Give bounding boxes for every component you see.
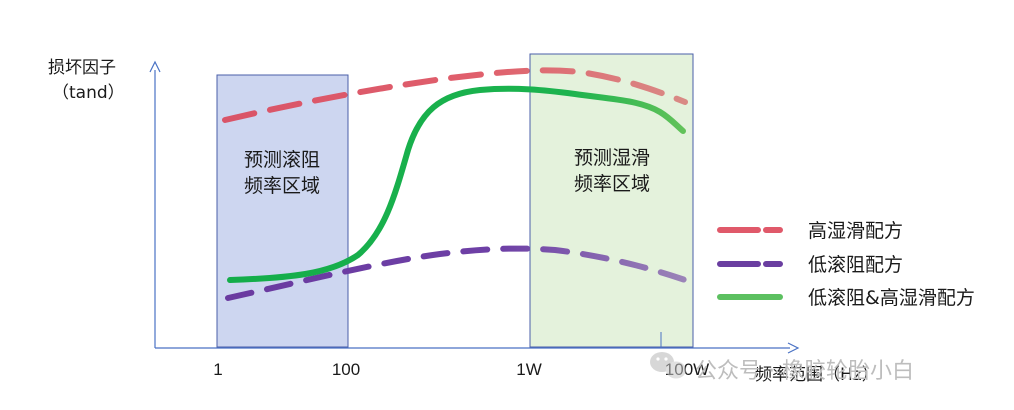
rolling-region-label-line2: 频率区域 [244,175,320,197]
y-axis-label-line1: 损坏因子 [48,58,116,78]
wechat-icon [650,352,686,379]
x-tick-label: 1 [213,360,222,379]
watermark: 公众号 · 橡胶轮胎小白 [650,352,914,384]
combined-formula-curve [227,85,686,283]
x-axis-arrow-icon [787,342,800,354]
watermark-text: 公众号 · 橡胶轮胎小白 [695,359,914,384]
legend-label: 低滚阻配方 [808,254,903,276]
x-axis-label: 频率范围（Hz） [755,365,879,385]
legend-label: 低滚阻&高湿滑配方 [808,287,975,309]
y-axis-label-line2: （tand） [52,83,125,103]
wet-region-label-line2: 频率区域 [574,173,650,195]
legend: 高湿滑配方 低滚阻配方 低滚阻&高湿滑配方 [717,220,975,309]
rolling-resistance-region [216,74,349,348]
high-wet-grip-curve [222,67,688,123]
legend-label: 高湿滑配方 [808,220,903,242]
x-tick-label: 1W [516,360,542,379]
wet-region-label-line1: 预测湿滑 [574,147,650,169]
low-rolling-resistance-curve [225,245,688,301]
x-tick-label: 100 [332,360,360,379]
rolling-region-label-line1: 预测滚阻 [244,149,320,171]
y-axis-arrow-icon [149,60,161,73]
wet-grip-region [529,53,694,348]
